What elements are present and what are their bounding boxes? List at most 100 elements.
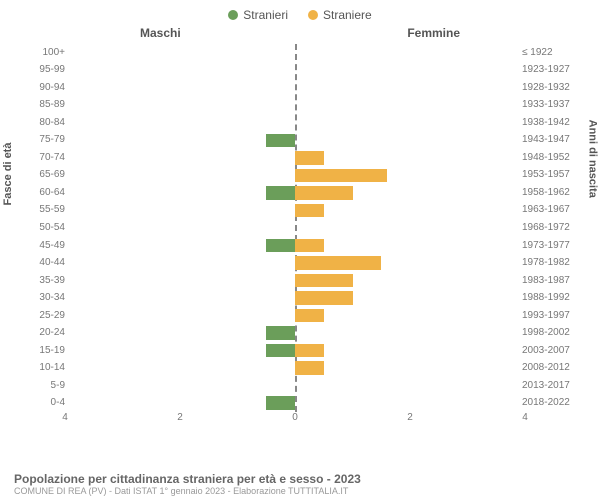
x-tick: 4 (62, 412, 68, 423)
chart-row (65, 237, 525, 255)
age-label: 90-94 (30, 82, 65, 93)
age-label: 25-29 (30, 310, 65, 321)
chart-row (65, 219, 525, 237)
birth-label: 1958-1962 (522, 187, 572, 198)
birth-label: 1953-1957 (522, 169, 572, 180)
birth-label: 1938-1942 (522, 117, 572, 128)
age-label: 100+ (30, 47, 65, 58)
age-label: 95-99 (30, 64, 65, 75)
age-label: 35-39 (30, 275, 65, 286)
bar-male (266, 239, 295, 253)
chart-row (65, 79, 525, 97)
birth-label: 1923-1927 (522, 64, 572, 75)
chart-row (65, 44, 525, 62)
legend-male-swatch (228, 10, 238, 20)
chart-row (65, 114, 525, 132)
birth-label: 1963-1967 (522, 204, 572, 215)
birth-label: 1948-1952 (522, 152, 572, 163)
bar-female (295, 151, 324, 165)
age-label: 15-19 (30, 345, 65, 356)
age-label: 20-24 (30, 327, 65, 338)
chart-row (65, 167, 525, 185)
x-tick: 0 (292, 412, 298, 423)
age-label: 40-44 (30, 257, 65, 268)
y-axis-label-left: Fasce di età (2, 143, 14, 206)
chart-row (65, 342, 525, 360)
column-label-female: Femmine (407, 26, 460, 40)
age-label: 50-54 (30, 222, 65, 233)
bar-female (295, 291, 353, 305)
column-label-male: Maschi (140, 26, 181, 40)
age-label: 0-4 (30, 397, 65, 408)
birth-label: 1943-1947 (522, 134, 572, 145)
chart-row (65, 359, 525, 377)
x-tick: 2 (177, 412, 183, 423)
birth-label: 1928-1932 (522, 82, 572, 93)
chart: Maschi Femmine Fasce di età Anni di nasc… (10, 26, 590, 436)
chart-row (65, 132, 525, 150)
age-label: 70-74 (30, 152, 65, 163)
birth-label: 1993-1997 (522, 310, 572, 321)
chart-row (65, 202, 525, 220)
legend-male-label: Stranieri (243, 8, 288, 22)
birth-label: 2013-2017 (522, 380, 572, 391)
age-label: 30-34 (30, 292, 65, 303)
chart-row (65, 394, 525, 412)
chart-row (65, 377, 525, 395)
bar-male (266, 134, 295, 148)
chart-row (65, 184, 525, 202)
x-axis: 4 2 0 2 4 (65, 412, 525, 428)
birth-label: 1988-1992 (522, 292, 572, 303)
plot-area (65, 44, 525, 412)
age-label: 10-14 (30, 362, 65, 373)
chart-row (65, 272, 525, 290)
age-label: 65-69 (30, 169, 65, 180)
bar-male (266, 396, 295, 410)
birth-label: 2018-2022 (522, 397, 572, 408)
chart-subtitle: COMUNE DI REA (PV) - Dati ISTAT 1° genna… (14, 486, 361, 496)
birth-label: 1978-1982 (522, 257, 572, 268)
birth-label: ≤ 1922 (522, 47, 572, 58)
chart-row (65, 324, 525, 342)
age-label: 5-9 (30, 380, 65, 391)
birth-label: 2003-2007 (522, 345, 572, 356)
age-label: 60-64 (30, 187, 65, 198)
chart-title: Popolazione per cittadinanza straniera p… (14, 472, 361, 486)
bar-female (295, 274, 353, 288)
bar-female (295, 169, 387, 183)
bar-female (295, 256, 381, 270)
chart-row (65, 254, 525, 272)
bar-female (295, 186, 353, 200)
chart-row (65, 62, 525, 80)
bar-female (295, 309, 324, 323)
chart-row (65, 307, 525, 325)
birth-label: 1933-1937 (522, 99, 572, 110)
birth-label: 1998-2002 (522, 327, 572, 338)
x-tick: 4 (522, 412, 528, 423)
y-axis-label-right: Anni di nascita (586, 120, 598, 198)
legend-female-swatch (308, 10, 318, 20)
birth-label: 1968-1972 (522, 222, 572, 233)
age-label: 80-84 (30, 117, 65, 128)
chart-row (65, 149, 525, 167)
bar-male (266, 326, 295, 340)
age-label: 75-79 (30, 134, 65, 145)
chart-footer: Popolazione per cittadinanza straniera p… (14, 472, 361, 496)
legend-male: Stranieri (228, 8, 288, 22)
bar-female (295, 361, 324, 375)
age-label: 85-89 (30, 99, 65, 110)
x-tick: 2 (407, 412, 413, 423)
birth-label: 1973-1977 (522, 240, 572, 251)
legend: Stranieri Straniere (0, 0, 600, 26)
birth-label: 2008-2012 (522, 362, 572, 373)
age-label: 45-49 (30, 240, 65, 251)
age-label: 55-59 (30, 204, 65, 215)
bar-male (266, 344, 295, 358)
bar-female (295, 204, 324, 218)
bar-male (266, 186, 295, 200)
legend-female: Straniere (308, 8, 372, 22)
legend-female-label: Straniere (323, 8, 372, 22)
bar-female (295, 344, 324, 358)
chart-row (65, 289, 525, 307)
birth-label: 1983-1987 (522, 275, 572, 286)
